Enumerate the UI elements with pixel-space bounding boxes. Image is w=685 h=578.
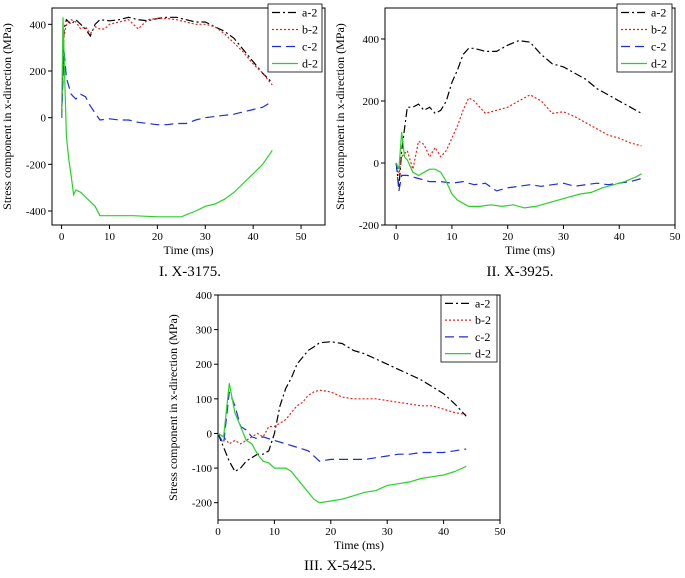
chart-3-y-tick-label: 200: [196, 359, 213, 371]
chart-3-x-tick-label: 20: [325, 526, 337, 538]
chart-3-legend-label: d-2: [475, 347, 491, 361]
chart-3-legend: [440, 294, 498, 363]
chart-3-series-b-2: [218, 389, 467, 445]
chart-3-series-d-2: [218, 383, 467, 504]
chart-3-y-tick-label: -200: [192, 498, 213, 510]
chart-2-x-tick-label: 30: [558, 231, 570, 243]
chart-1-legend-label: c-2: [302, 40, 317, 54]
chart-3-legend-label: c-2: [475, 330, 490, 344]
chart-3-legend-label: a-2: [475, 296, 490, 310]
chart-1-y-tick-label: -200: [26, 159, 47, 171]
chart-2-legend-label: d-2: [651, 57, 667, 71]
chart-1-legend-label: b-2: [302, 23, 318, 37]
chart-2-caption: II. X-3925.: [486, 264, 553, 280]
chart-2-x-tick-label: 40: [614, 231, 626, 243]
chart-2-series-d-2: [395, 131, 642, 209]
chart-3-x-axis-label: Time (ms): [334, 538, 384, 552]
chart-2-y-axis-label: Stress component in x-direction (MPa): [333, 23, 347, 210]
chart-2-x-axis-label: Time (ms): [505, 243, 555, 257]
chart-1-x-tick-label: 30: [200, 231, 212, 243]
chart-2-x-tick-label: 50: [670, 231, 682, 243]
chart-3-y-axis-label: Stress component in x-direction (MPa): [166, 314, 180, 501]
chart-2: 0 10 20 30 40 50 -200 0 200 400 Time (ms) Stress co…: [333, 3, 682, 280]
chart-2-frame: [384, 7, 676, 226]
chart-2-series-a-2: [395, 39, 642, 188]
chart-1-series-b-2: [61, 17, 273, 118]
chart-2-legend-label: a-2: [651, 6, 666, 20]
chart-3-x-tick-label: 50: [495, 526, 507, 538]
chart-1-series-a-2: [61, 16, 273, 118]
chart-2-legend-label: c-2: [651, 40, 666, 54]
chart-2-x-tick-label: 20: [502, 231, 514, 243]
chart-2-x-tick-label: 10: [446, 231, 458, 243]
chart-2-series-c-2: [395, 162, 642, 192]
chart-1-x-tick-label: 20: [152, 231, 164, 243]
chart-3-legend-label: b-2: [475, 313, 491, 327]
chart-1-legend: [267, 3, 323, 73]
chart-1-y-tick-label: 0: [41, 113, 47, 125]
chart-1-series-c-2: [61, 49, 273, 126]
chart-2-y-tick-label: 400: [363, 34, 380, 46]
chart-3-y-tick-label: 400: [196, 290, 213, 302]
chart-1-y-tick-label: -400: [26, 206, 47, 218]
chart-2-y-tick-label: 200: [363, 96, 380, 108]
chart-3-x-tick-label: 10: [269, 526, 281, 538]
chart-2-x-tick-label: 0: [393, 231, 399, 243]
chart-1-legend-label: a-2: [302, 6, 317, 20]
chart-1-frame: [51, 7, 326, 226]
chart-3-series-c-2: [218, 391, 467, 462]
chart-1-legend-label: d-2: [302, 57, 318, 71]
chart-1-y-tick-label: 200: [30, 66, 47, 78]
chart-2-legend-label: b-2: [651, 23, 667, 37]
chart-1: 0 10 20 30 40 50 -400 -200 0 200 400 Time (ms) Stres…: [0, 3, 326, 280]
chart-1-x-axis-label: Time (ms): [164, 243, 214, 257]
chart-3: 0 10 20 30 40 50 -200 -100 0 100 200 300 400 Time (ms…: [166, 290, 506, 574]
chart-1-x-tick-label: 50: [296, 231, 308, 243]
chart-3-series-a-2: [218, 341, 467, 473]
chart-3-frame: [217, 294, 501, 521]
chart-3-y-tick-label: 0: [207, 428, 213, 440]
chart-1-x-tick-label: 10: [104, 231, 116, 243]
chart-3-x-tick-label: 0: [215, 526, 221, 538]
chart-1-x-tick-label: 0: [59, 231, 65, 243]
chart-3-x-tick-label: 40: [438, 526, 450, 538]
chart-2-y-tick-label: -200: [359, 220, 380, 232]
chart-2-legend: [616, 3, 673, 73]
chart-1-x-tick-label: 40: [248, 231, 260, 243]
chart-3-y-tick-label: 300: [196, 325, 213, 337]
chart-1-caption: I. X-3175.: [159, 264, 221, 280]
chart-3-x-tick-label: 30: [382, 526, 394, 538]
chart-1-y-tick-label: 400: [30, 19, 47, 31]
chart-2-series-b-2: [395, 94, 642, 176]
chart-2-y-tick-label: 0: [374, 158, 380, 170]
chart-3-y-tick-label: -100: [192, 463, 213, 475]
chart-1-series-d-2: [61, 17, 273, 218]
chart-3-y-tick-label: 100: [196, 394, 213, 406]
chart-1-y-axis-label: Stress component in x-direction (MPa): [0, 23, 14, 210]
chart-3-caption: III. X-5425.: [304, 558, 376, 574]
